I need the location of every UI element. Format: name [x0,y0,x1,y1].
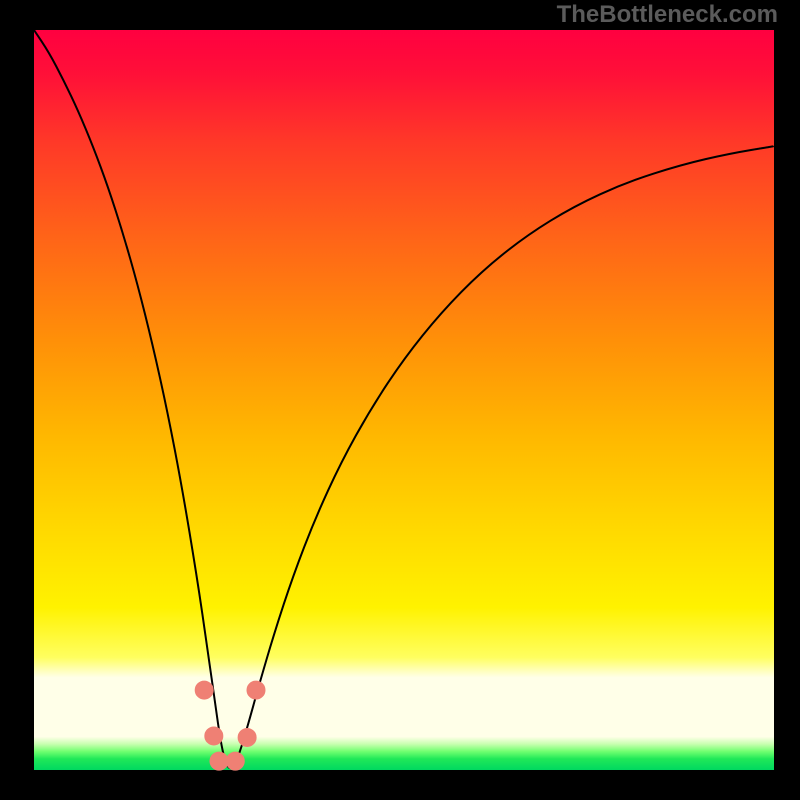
trough-marker [226,752,244,770]
plot-svg [0,0,800,800]
watermark-text: TheBottleneck.com [557,1,778,29]
trough-marker [205,727,223,745]
trough-marker [238,728,256,746]
trough-marker [210,752,228,770]
trough-marker [195,681,213,699]
bottleneck-curve [34,30,774,768]
chart-container: TheBottleneck.com [0,0,800,800]
trough-marker [247,681,265,699]
